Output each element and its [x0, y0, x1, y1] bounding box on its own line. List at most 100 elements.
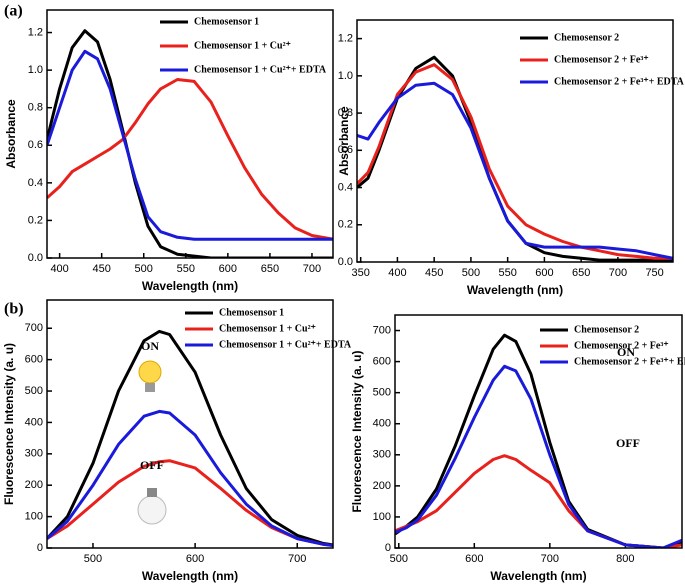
panel-label: (b)	[4, 301, 24, 318]
x-tick-label: 500	[462, 267, 480, 279]
y-tick-label: 600	[25, 354, 43, 366]
y-tick-label: 500	[373, 387, 391, 399]
y-tick-label: 0.8	[28, 102, 43, 114]
plot-frame	[46, 299, 334, 549]
y-tick-label: 700	[373, 324, 391, 336]
y-tick-label: 100	[25, 511, 43, 523]
x-tick-label: 600	[186, 553, 204, 565]
legend-label: Chemosensor 1 + Cu²⁺	[219, 323, 316, 334]
bulb-base	[147, 488, 157, 497]
y-tick-label: 700	[25, 322, 43, 334]
data-line	[47, 29, 333, 258]
x-axis-label: Wavelength (nm)	[142, 279, 238, 293]
x-tick-label: 400	[50, 263, 68, 275]
panel-label: (a)	[4, 3, 23, 20]
chart-panel: 0 100 200 300 400 500 600 700 500 600 700 800 Chemos…	[350, 314, 685, 583]
legend-label: Chemosensor 2	[554, 32, 619, 43]
data-line	[47, 78, 333, 241]
y-axis-label: Absorbance	[4, 99, 18, 169]
y-axis-label: Absorbance	[337, 106, 351, 176]
y-tick-label: 300	[373, 449, 391, 461]
y-tick-label: 200	[25, 479, 43, 491]
x-tick-label: 600	[535, 267, 553, 279]
data-line	[357, 63, 673, 260]
x-tick-label: 650	[572, 267, 590, 279]
bulb-off	[137, 488, 167, 525]
annotation: ON	[141, 339, 159, 353]
x-tick-label: 500	[390, 553, 408, 565]
x-tick-label: 600	[465, 553, 483, 565]
data-line	[47, 459, 333, 547]
data-line	[47, 49, 333, 241]
x-axis-label: Wavelength (nm)	[490, 569, 586, 583]
x-tick-label: 550	[177, 263, 195, 275]
x-tick-label: 500	[84, 553, 102, 565]
y-tick-label: 1.0	[28, 64, 43, 76]
chart-panel: 0.0 0.2 0.4 0.6 0.8 1.0 1.2 350 400 450 500 550 600 6…	[337, 19, 685, 297]
bulb-on	[138, 360, 162, 392]
y-tick-label: 0.8	[338, 107, 353, 119]
plot-frame	[46, 9, 334, 259]
x-tick-label: 750	[645, 267, 663, 279]
y-tick-label: 1.0	[338, 70, 353, 82]
x-tick-label: 700	[303, 263, 321, 275]
plot-frame	[356, 19, 674, 263]
legend-label: Chemosensor 2 + Fe³⁺	[554, 54, 649, 65]
x-tick-label: 350	[351, 267, 369, 279]
annotation: ON	[617, 345, 635, 359]
bulb-base	[145, 383, 155, 392]
bulb-glass	[138, 360, 162, 384]
y-tick-label: 0.0	[338, 256, 353, 268]
legend-label: Chemosensor 2 + Fe³⁺	[574, 340, 669, 351]
x-tick-label: 700	[609, 267, 627, 279]
legend-label: Chemosensor 1	[219, 307, 284, 318]
y-tick-label: 0.6	[338, 144, 353, 156]
y-tick-label: 0.2	[338, 219, 353, 231]
y-tick-label: 400	[25, 416, 43, 428]
bulb-glass	[137, 495, 167, 525]
data-line	[47, 329, 333, 547]
x-tick-label: 450	[425, 267, 443, 279]
plot-frame	[394, 314, 683, 549]
legend-label: Chemosensor 1 + Cu²⁺+ EDTA	[219, 339, 352, 350]
x-tick-label: 650	[261, 263, 279, 275]
y-tick-label: 0.4	[28, 177, 43, 189]
y-axis-label: Fluorescence Intensity (a. u)	[2, 343, 16, 505]
y-tick-label: 0	[385, 542, 391, 554]
y-tick-label: 0.2	[28, 214, 43, 226]
x-tick-label: 500	[135, 263, 153, 275]
legend-label: Chemosensor 2	[574, 324, 639, 335]
y-tick-label: 100	[373, 511, 391, 523]
legend-label: Chemosensor 1 + Cu²⁺+ EDTA	[194, 64, 327, 75]
legend-label: Chemosensor 1	[194, 16, 259, 27]
x-tick-label: 700	[541, 553, 559, 565]
y-tick-label: 0.6	[28, 139, 43, 151]
y-tick-label: 300	[25, 448, 43, 460]
data-line	[47, 409, 333, 547]
y-tick-label: 1.2	[28, 26, 43, 38]
chart-panel: 0.0 0.2 0.4 0.6 0.8 1.0 1.2 400 450 500 550 600 650 7…	[4, 3, 334, 293]
annotation: OFF	[140, 458, 164, 472]
y-tick-label: 0.0	[28, 252, 43, 264]
y-axis-label: Fluorescence Intensity (a. u)	[350, 350, 364, 512]
y-tick-label: 0	[37, 542, 43, 554]
legend-label: Chemosensor 1 + Cu²⁺	[194, 40, 291, 51]
y-tick-label: 600	[373, 356, 391, 368]
x-tick-label: 700	[288, 553, 306, 565]
chart-panel: 0 100 200 300 400 500 600 700 500 600 700 Chemosens…	[2, 299, 352, 583]
annotation: OFF	[616, 436, 640, 450]
y-tick-label: 1.2	[338, 33, 353, 45]
x-tick-label: 800	[616, 553, 634, 565]
legend-label: Chemosensor 2 + Fe³⁺+ EDTA	[554, 76, 685, 87]
x-tick-label: 550	[498, 267, 516, 279]
y-tick-label: 500	[25, 385, 43, 397]
data-line	[395, 364, 682, 548]
x-axis-label: Wavelength (nm)	[467, 283, 563, 297]
data-line	[357, 81, 673, 260]
x-tick-label: 400	[388, 267, 406, 279]
y-tick-label: 400	[373, 418, 391, 430]
x-tick-label: 600	[219, 263, 237, 275]
data-line	[395, 454, 682, 548]
x-tick-label: 450	[92, 263, 110, 275]
